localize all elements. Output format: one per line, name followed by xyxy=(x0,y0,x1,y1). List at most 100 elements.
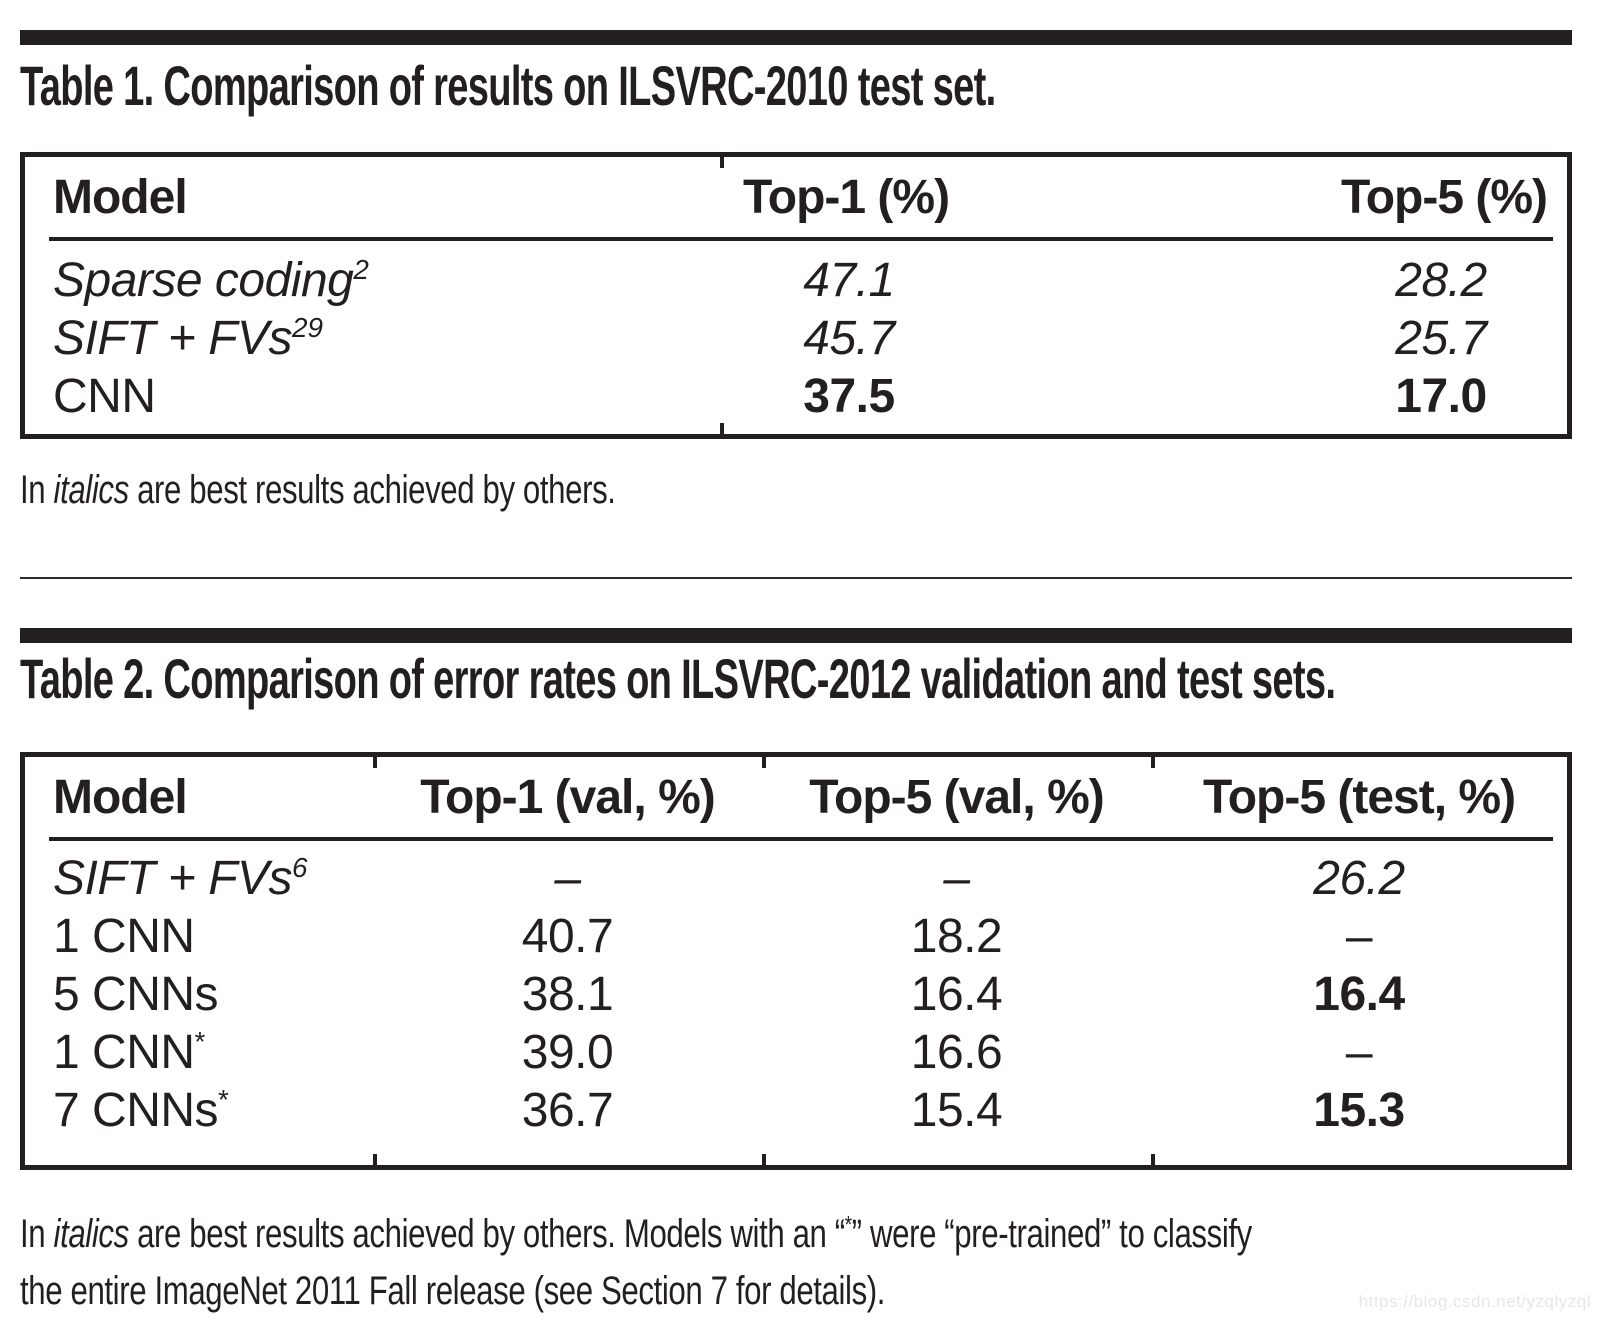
table1-header-top1: Top-1 (%) xyxy=(727,170,1151,225)
value-cell: – xyxy=(1151,1025,1567,1080)
table2-column-tick2-bottom xyxy=(762,1154,766,1165)
value-cell: 16.6 xyxy=(762,1025,1151,1080)
caption-segment: the entire ImageNet 2011 Fall release (s… xyxy=(20,1269,886,1313)
value-text: 45.7 xyxy=(803,311,895,365)
value-cell: 47.1 xyxy=(727,253,1151,308)
value-cell: 26.2 xyxy=(1151,851,1567,906)
table-row: 1 CNN* 39.0 16.6 – xyxy=(25,1023,1567,1081)
model-cell: 1 CNN* xyxy=(53,1025,206,1079)
value-text: 38.1 xyxy=(521,967,614,1021)
value-cell: 16.4 xyxy=(1151,967,1567,1022)
value-cell: – xyxy=(373,851,762,906)
table-row: 1 CNN 40.7 18.2 – xyxy=(25,907,1567,965)
value-text: 36.7 xyxy=(521,1083,614,1137)
value-text: – xyxy=(554,851,581,905)
value-cell: – xyxy=(762,851,1151,906)
value-cell: 16.4 xyxy=(762,967,1151,1022)
table2-header-row: Model Top-1 (val, %) Top-5 (val, %) Top-… xyxy=(25,757,1567,837)
value-cell: 17.0 xyxy=(1151,369,1567,424)
table-row: 7 CNNs* 36.7 15.4 15.3 xyxy=(25,1081,1567,1139)
value-text: 15.4 xyxy=(910,1083,1003,1137)
table1-column-tick-bottom xyxy=(720,423,724,434)
table1: Model Top-1 (%) Top-5 (%) Sparse coding2… xyxy=(20,152,1572,439)
table-row: CNN 37.5 17.0 xyxy=(25,367,1567,425)
value-text: 18.2 xyxy=(910,909,1003,963)
watermark-url: https://blog.csdn.net/yzqlyzql xyxy=(1358,1292,1591,1311)
value-text: – xyxy=(1345,909,1373,963)
model-superscript: * xyxy=(194,1025,206,1057)
model-cell: SIFT + FVs6 xyxy=(53,851,308,905)
table2-header-top1-val: Top-1 (val, %) xyxy=(420,770,715,824)
table-row: SIFT + FVs29 45.7 25.7 xyxy=(25,309,1567,367)
value-text: 16.4 xyxy=(1313,967,1405,1021)
model-cell: Sparse coding2 xyxy=(53,253,369,307)
section-divider-line xyxy=(20,577,1572,579)
table2-header-rule xyxy=(49,837,1553,841)
model-superscript: 2 xyxy=(353,253,369,285)
value-text: 25.7 xyxy=(1395,311,1487,365)
model-cell: 1 CNN xyxy=(53,909,195,963)
caption-segment: * xyxy=(844,1211,852,1239)
model-superscript: 29 xyxy=(292,311,323,343)
value-cell: 28.2 xyxy=(1151,253,1567,308)
table2-caption: In italics are best results achieved by … xyxy=(20,1206,1597,1320)
table2-header-model: Model xyxy=(53,770,188,824)
section-top-rule-bar-2 xyxy=(20,628,1572,643)
table2-column-tick1-bottom xyxy=(373,1154,377,1165)
caption-segment: italics xyxy=(53,1212,130,1256)
value-text: – xyxy=(1345,1025,1373,1079)
table2-column-tick2-top xyxy=(762,757,766,768)
value-cell: 45.7 xyxy=(727,311,1151,366)
table2-title: Table 2. Comparison of error rates on IL… xyxy=(20,647,1336,710)
model-superscript: * xyxy=(218,1083,229,1115)
table-row: SIFT + FVs6 – – 26.2 xyxy=(25,849,1567,907)
value-text: 37.5 xyxy=(803,369,895,423)
table1-header-model: Model xyxy=(53,170,188,224)
table1-header-top5: Top-5 (%) xyxy=(1151,170,1567,225)
table1-column-tick-top xyxy=(720,157,724,168)
model-superscript: 6 xyxy=(292,851,308,883)
table1-header-top5-label: Top-5 (%) xyxy=(1340,170,1548,224)
table2-header-top5-val: Top-5 (val, %) xyxy=(809,770,1104,824)
table2-column-tick3-bottom xyxy=(1151,1154,1155,1165)
value-cell: 37.5 xyxy=(727,369,1151,424)
value-text: 39.0 xyxy=(521,1025,614,1079)
table1-header-rule xyxy=(49,237,1553,241)
table2: Model Top-1 (val, %) Top-5 (val, %) Top-… xyxy=(20,752,1572,1170)
value-text: 26.2 xyxy=(1313,851,1405,905)
table-row: Sparse coding2 47.1 28.2 xyxy=(25,251,1567,309)
table2-header-top5-test: Top-5 (test, %) xyxy=(1202,770,1516,824)
table2-column-tick1-top xyxy=(373,757,377,768)
caption-segment: are best results achieved by others. Mod… xyxy=(128,1212,845,1256)
value-text: 28.2 xyxy=(1395,253,1487,307)
caption-segment: In xyxy=(20,1212,54,1256)
value-cell: 39.0 xyxy=(373,1025,762,1080)
value-text: 47.1 xyxy=(803,253,895,307)
caption-segment: italics xyxy=(53,468,130,512)
model-cell: CNN xyxy=(53,369,156,423)
value-cell: 40.7 xyxy=(373,909,762,964)
value-cell: 18.2 xyxy=(762,909,1151,964)
table1-caption: In italics are best results achieved by … xyxy=(20,462,1597,519)
model-cell: SIFT + FVs29 xyxy=(53,311,323,365)
table1-title: Table 1. Comparison of results on ILSVRC… xyxy=(20,54,996,117)
caption-segment: are best results achieved by others. xyxy=(128,468,616,512)
table1-header-top1-label: Top-1 (%) xyxy=(743,170,950,224)
value-cell: 36.7 xyxy=(373,1083,762,1138)
table2-body: SIFT + FVs6– –26.2 1 CNN 40.7 18.2–5 CNNs 38.… xyxy=(25,841,1567,1139)
value-text: 15.3 xyxy=(1313,1083,1405,1137)
value-text: 16.6 xyxy=(910,1025,1003,1079)
caption-segment: In xyxy=(20,468,54,512)
value-cell: 38.1 xyxy=(373,967,762,1022)
table1-body: Sparse coding2 47.1 28.2 SIFT + FVs29 45.7 25… xyxy=(25,241,1567,425)
model-cell: 7 CNNs* xyxy=(53,1083,229,1137)
value-text: 16.4 xyxy=(910,967,1003,1021)
table-row: 5 CNNs 38.1 16.4 16.4 xyxy=(25,965,1567,1023)
table2-column-tick3-top xyxy=(1151,757,1155,768)
value-cell: 15.4 xyxy=(762,1083,1151,1138)
value-cell: – xyxy=(1151,909,1567,964)
caption-segment: ” were “pre-trained” to classify xyxy=(851,1212,1253,1256)
section-top-rule-bar xyxy=(20,30,1572,45)
value-text: 40.7 xyxy=(521,909,614,963)
value-cell: 15.3 xyxy=(1151,1083,1567,1138)
